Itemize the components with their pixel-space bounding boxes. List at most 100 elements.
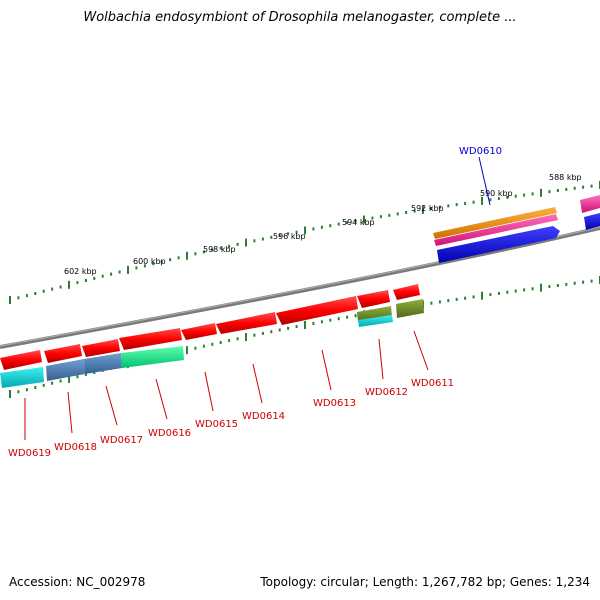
minor-tick [211,342,214,346]
cds-feature-wd0610[interactable] [437,226,560,263]
minor-tick [169,258,172,262]
gene-label-wd0617[interactable]: WD0617 [100,435,143,446]
minor-tick [472,200,475,204]
minor-tick [118,270,121,274]
cds-feature-wd0614[interactable] [216,312,277,334]
minor-tick [489,293,492,297]
cog-feature-steel-wd0617[interactable] [84,353,122,374]
minor-tick [523,288,526,292]
minor-tick [565,282,568,286]
minor-tick [455,297,458,301]
minor-tick [84,279,87,282]
major-tick [186,251,188,260]
minor-tick [346,315,349,319]
scale-label-594: 594 kbp [342,218,375,227]
major-tick [245,333,247,341]
gene-label-wd0618[interactable]: WD0618 [54,442,97,453]
minor-tick [497,291,500,295]
cog-feature-steel-wd0618[interactable] [46,359,85,381]
gene-label-wd0611[interactable]: WD0611 [411,378,454,389]
cog-feature-teal-wd0619[interactable] [0,367,44,388]
minor-tick [101,274,104,278]
minor-tick [506,195,509,199]
major-tick [540,283,542,292]
minor-tick [219,341,222,344]
minor-tick [278,234,281,237]
map-title: Wolbachia endosymbiont of Drosophila mel… [83,10,517,25]
major-tick [9,296,11,304]
gene-label-wd0619[interactable]: WD0619 [8,448,51,459]
minor-tick [34,386,37,389]
scale-label-600: 600 kbp [133,257,166,266]
cog-feature-olive-wd0611[interactable] [396,299,424,318]
minor-tick [430,207,433,210]
minor-tick [270,330,273,334]
cds-feature-wd0616[interactable] [119,328,182,350]
gene-label-wd0613[interactable]: WD0613 [313,398,356,409]
forward-strand-features [433,195,600,263]
scale-ticks-inner [9,276,600,398]
minor-tick [556,284,559,287]
major-tick [68,280,70,289]
cds-feature-wd0615[interactable] [181,323,217,340]
minor-tick [228,244,231,248]
minor-tick [497,197,500,201]
minor-tick [177,256,180,260]
minor-tick [25,388,28,392]
gene-label-wd0616[interactable]: WD0616 [148,428,191,439]
minor-tick [320,225,323,229]
cog-feature-magenta-right[interactable] [580,195,600,213]
minor-tick [160,260,163,264]
minor-tick [573,281,576,285]
major-tick [127,265,129,274]
minor-tick [337,222,340,226]
minor-tick [354,314,357,318]
minor-tick [556,189,559,192]
cds-feature-wd0611[interactable] [393,284,420,300]
minor-tick [278,328,281,332]
minor-tick [354,219,357,223]
major-tick [481,291,483,300]
reverse-strand-cds [0,284,420,370]
gene-label-wd0615[interactable]: WD0615 [195,419,238,430]
minor-tick [236,337,239,341]
minor-tick [312,321,315,325]
cds-feature-wd0613[interactable] [276,296,358,325]
cog-feature-green-wd0616[interactable] [121,346,184,368]
minor-tick [135,266,138,270]
reverse-strand-cog [0,299,424,388]
cog-feature-teal-wd0612[interactable] [358,315,393,327]
scale-label-592: 592 kbp [411,204,444,213]
major-tick [540,188,542,197]
minor-tick [211,248,214,252]
cds-feature-wd0618[interactable] [44,344,82,363]
minor-tick [93,371,96,374]
minor-tick [236,242,239,246]
major-tick [363,215,365,224]
cds-feature-wd0619[interactable] [0,350,42,370]
major-tick [422,205,424,214]
minor-tick [42,383,45,387]
minor-tick [253,239,256,243]
minor-tick [202,344,205,348]
minor-tick [152,262,155,266]
cds-feature-blue-right[interactable] [584,213,600,230]
minor-tick [194,346,197,350]
minor-tick [51,381,54,385]
minor-tick [202,250,205,254]
minor-tick [565,187,568,191]
minor-tick [59,285,62,289]
cds-feature-wd0612[interactable] [357,290,390,308]
gene-label-wd0614[interactable]: WD0614 [242,411,285,422]
minor-tick [261,237,264,241]
gene-label-wd0612[interactable]: WD0612 [365,387,408,398]
cds-feature-wd0617[interactable] [82,339,120,357]
minor-tick [548,285,551,289]
minor-tick [17,390,20,394]
minor-tick [447,204,450,208]
minor-tick [76,375,79,379]
gene-label-wd0610[interactable]: WD0610 [459,146,502,157]
cog-feature-magenta[interactable] [434,214,558,246]
cog-feature-orange[interactable] [433,207,557,239]
